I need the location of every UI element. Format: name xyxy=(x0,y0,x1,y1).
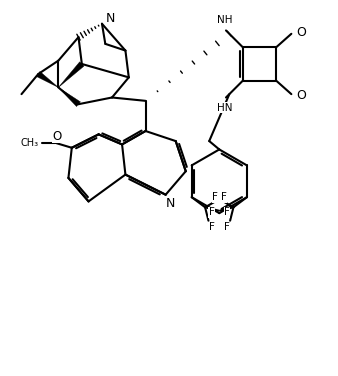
Text: O: O xyxy=(296,89,306,102)
Text: F: F xyxy=(221,192,226,202)
Text: O: O xyxy=(52,130,61,143)
Text: NH: NH xyxy=(217,15,232,26)
Text: HN: HN xyxy=(217,103,232,112)
Text: O: O xyxy=(296,26,306,39)
Polygon shape xyxy=(58,62,84,88)
Text: F: F xyxy=(209,222,215,232)
Polygon shape xyxy=(37,71,58,88)
Text: F: F xyxy=(224,207,230,217)
Text: F: F xyxy=(209,207,215,217)
Text: F: F xyxy=(212,192,218,202)
Text: CH₃: CH₃ xyxy=(21,138,39,148)
Polygon shape xyxy=(58,88,80,106)
Text: N: N xyxy=(166,197,175,209)
Text: N: N xyxy=(106,12,115,25)
Text: F: F xyxy=(224,222,230,232)
